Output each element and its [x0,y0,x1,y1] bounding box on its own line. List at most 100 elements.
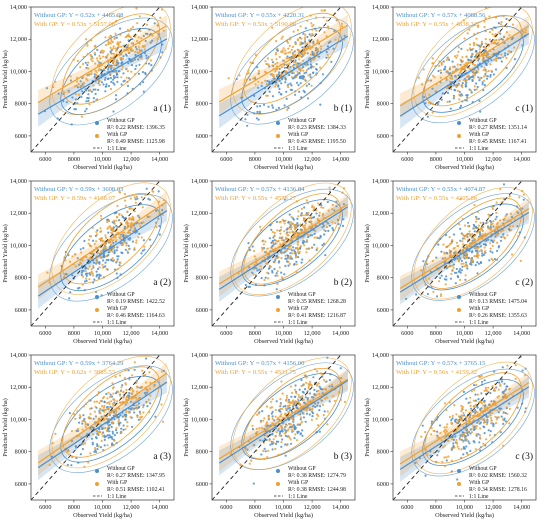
data-point [72,58,75,61]
data-point [253,94,256,97]
data-point [477,433,480,436]
data-point [277,427,280,430]
data-point [285,424,288,427]
data-point [310,84,313,87]
data-point [325,225,328,229]
identity-line [212,181,342,326]
data-point [303,388,307,391]
data-point [308,83,311,86]
data-point [161,8,164,11]
regression-line [399,211,530,293]
data-point [457,46,460,49]
data-point [280,441,283,444]
data-point [487,60,490,63]
data-point [147,197,150,200]
data-point [486,77,489,80]
data-point [269,443,272,446]
data-point [110,48,113,51]
regression-line [218,203,349,285]
data-point [82,55,85,59]
data-point [311,25,314,28]
data-point [313,393,316,396]
data-point [307,387,310,390]
data-point [279,405,282,408]
data-point [275,108,278,111]
data-point [498,381,501,384]
data-point [465,75,469,78]
data-point [138,232,141,235]
data-point [502,235,505,238]
data-point [144,393,147,396]
data-point [301,258,304,261]
data-point [312,23,315,27]
data-point [443,426,446,429]
data-point [288,262,291,265]
data-point [130,64,134,67]
confidence-ellipse [243,367,341,460]
data-point [469,449,472,453]
data-point [103,410,106,413]
y-tick-label: 14,000 [10,352,27,359]
y-tick-label: 6000 [196,133,208,140]
data-point [481,83,484,86]
data-point [324,254,327,257]
data-point [524,31,527,34]
data-point [102,259,105,262]
data-point [479,228,482,231]
data-point [116,260,119,263]
data-point [128,51,131,54]
data-point [483,75,486,78]
data-point [271,269,274,272]
data-point [266,79,269,83]
data-point [275,83,278,86]
data-point [104,36,107,39]
data-point [113,249,116,252]
data-point [124,199,127,202]
data-point [82,62,85,66]
data-point [144,193,147,197]
identity-line [31,181,161,326]
data-point [453,271,457,274]
data-point [121,251,124,255]
data-point [131,387,134,390]
data-point [88,399,91,402]
data-point [444,428,447,431]
data-point [158,225,161,228]
data-point [141,71,145,74]
data-point [310,418,313,421]
data-point [285,399,288,402]
data-point [123,79,126,82]
data-point [337,223,340,226]
data-point [461,431,464,434]
data-point [108,36,111,39]
equation-without-gp: Without GP: Y = 0.52x + 4485.38 [34,12,124,19]
data-point [458,93,461,96]
data-point [280,427,283,430]
data-point [140,222,143,225]
data-point [102,83,105,86]
data-point [318,385,321,388]
data-point [90,90,93,93]
data-point [271,398,274,401]
data-point [129,236,132,240]
y-tick-label: 12,000 [372,210,389,217]
data-point [471,250,474,253]
x-tick-label: 6000 [220,504,232,511]
data-point [156,24,159,27]
data-point [467,75,470,78]
identity-line [393,355,523,500]
legend-marker-without [457,121,461,125]
data-point [104,43,108,47]
data-point [137,36,140,39]
data-point [480,65,483,68]
data-point [264,276,267,279]
data-point [97,88,100,91]
data-point [468,422,471,425]
data-point [294,246,297,250]
plot-clip [31,181,173,326]
data-point [322,206,325,209]
data-point [509,228,512,232]
data-point [478,441,481,444]
data-point [422,68,425,71]
data-point [247,285,250,288]
